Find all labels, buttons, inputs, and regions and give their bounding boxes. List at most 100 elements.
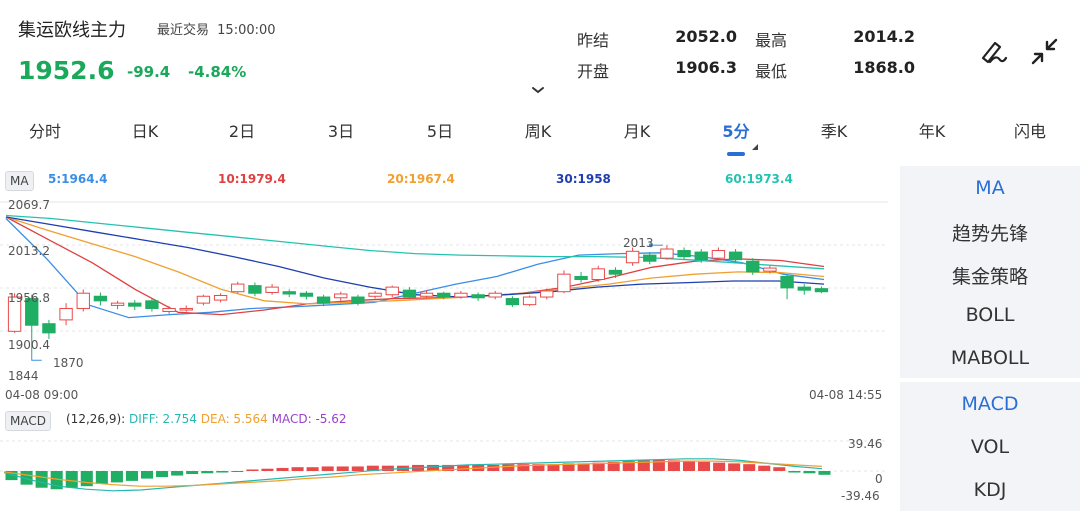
last-trade-label: 最近交易 15:00:00 xyxy=(157,19,276,38)
candle-down xyxy=(694,251,708,261)
candle-up xyxy=(110,302,125,306)
chevron-down-icon[interactable] xyxy=(531,85,545,95)
indicator-macd[interactable]: MACD xyxy=(961,393,1019,415)
low-annotation: 1870 xyxy=(53,356,84,370)
dea-line xyxy=(3,460,823,487)
quote-value-prev-settle: 2052.0 xyxy=(675,27,737,46)
candle-down xyxy=(282,291,296,295)
collapse-icon[interactable] xyxy=(1030,37,1060,67)
ma60-legend: 60:1973.4 xyxy=(725,172,793,186)
quote-label-open: 开盘 xyxy=(577,62,610,81)
macd-bar-positive xyxy=(351,466,364,471)
macd-bar-negative xyxy=(803,471,816,474)
tab-day-k[interactable]: 日K xyxy=(131,122,159,141)
macd-bar-negative xyxy=(110,471,123,483)
high-marker-dot xyxy=(648,243,653,248)
candle-up xyxy=(59,307,73,321)
recent-label: 最近交易 xyxy=(157,23,210,38)
ma20-legend: 20:1967.4 xyxy=(387,172,455,186)
indicator-vol[interactable]: VOL xyxy=(970,436,1010,458)
macd-y-top: 39.46 xyxy=(848,437,883,451)
indicator-trend-pioneer[interactable]: 趋势先锋 xyxy=(951,223,1028,245)
candle-up xyxy=(625,250,640,264)
macd-dea: DEA: 5.564 xyxy=(200,412,268,426)
candle-down xyxy=(780,275,794,289)
macd-bar-negative xyxy=(95,471,108,484)
candle-up xyxy=(591,268,605,281)
ma60-line xyxy=(5,214,825,270)
ma10-line xyxy=(5,216,825,316)
candle-down xyxy=(437,292,451,298)
candle-up xyxy=(231,283,245,293)
candle-down xyxy=(574,275,588,281)
macd-bar-negative xyxy=(171,471,184,476)
candle-down xyxy=(608,269,623,275)
macd-bar-positive xyxy=(577,463,590,471)
tab-3day[interactable]: 3日 xyxy=(327,122,355,141)
candle-up xyxy=(711,250,726,259)
ma-indicator-tag[interactable]: MA xyxy=(5,171,34,191)
macd-bar-negative xyxy=(201,471,214,474)
tab-intraday[interactable]: 分时 xyxy=(28,122,62,141)
candle-up xyxy=(522,296,537,306)
macd-bar-positive xyxy=(547,464,560,471)
indicator-kdj[interactable]: KDJ xyxy=(973,479,1007,501)
candle-up xyxy=(488,292,502,298)
macd-bar-negative xyxy=(140,471,154,479)
macd-bar-positive xyxy=(607,461,620,471)
macd-bar-positive xyxy=(517,464,530,471)
candlestick-chart[interactable] xyxy=(0,190,890,390)
candle-down xyxy=(677,250,691,258)
candle-down xyxy=(93,295,108,302)
macd-bar-positive xyxy=(291,467,304,471)
low-marker xyxy=(31,354,42,361)
indicator-boll[interactable]: BOLL xyxy=(965,304,1015,326)
tab-5min[interactable]: 5分 xyxy=(722,122,750,141)
candle-down xyxy=(643,254,657,262)
candle-down xyxy=(25,298,39,326)
candle-up xyxy=(368,292,382,297)
draw-pen-icon[interactable] xyxy=(978,36,1008,66)
macd-bar-negative xyxy=(35,471,48,488)
tab-quarter-k[interactable]: 季K xyxy=(820,122,848,141)
macd-bar-positive xyxy=(728,463,741,471)
macd-bar-negative xyxy=(231,471,244,472)
candle-up xyxy=(419,292,434,297)
macd-indicator-tag[interactable]: MACD xyxy=(5,411,51,431)
macd-bar-positive xyxy=(246,469,259,471)
indicator-maboll[interactable]: MABOLL xyxy=(950,347,1030,369)
high-annotation: 2013 xyxy=(623,236,654,250)
macd-y-zero: 0 xyxy=(875,472,883,486)
macd-bar-positive xyxy=(758,465,771,471)
y-label-5: 1844 xyxy=(8,369,39,383)
macd-chart[interactable] xyxy=(0,432,890,508)
tab-5day[interactable]: 5日 xyxy=(426,122,454,141)
macd-bar-positive xyxy=(502,464,515,471)
macd-bar-positive xyxy=(773,467,786,471)
candle-up xyxy=(334,293,348,299)
indicator-ma[interactable]: MA xyxy=(975,177,1005,199)
quote-label-prev-settle: 昨结 xyxy=(577,31,610,50)
candle-up xyxy=(196,295,211,304)
tab-2day[interactable]: 2日 xyxy=(228,122,256,141)
tab-year-k[interactable]: 年K xyxy=(918,122,946,141)
candle-up xyxy=(454,292,468,298)
macd-bar-negative xyxy=(186,471,199,475)
macd-bar-positive xyxy=(682,461,696,471)
macd-legend: (12,26,9): DIFF: 2.754 DEA: 5.564 MACD: … xyxy=(66,412,347,426)
macd-diff: DIFF: 2.754 xyxy=(129,412,197,426)
candle-down xyxy=(505,298,520,306)
indicator-gold-strategy[interactable]: 集金策略 xyxy=(951,266,1028,288)
tab-month-k[interactable]: 月K xyxy=(623,122,651,141)
candle-down xyxy=(299,292,314,297)
price-change-pct: -4.84% xyxy=(188,63,247,81)
quote-value-open: 1906.3 xyxy=(675,58,737,77)
macd-bar-negative xyxy=(65,471,78,488)
tab-flash[interactable]: 闪电 xyxy=(1013,122,1047,141)
tab-week-k[interactable]: 周K xyxy=(524,122,552,141)
quote-value-high: 2014.2 xyxy=(853,27,915,46)
macd-bar-positive xyxy=(637,460,650,471)
candle-down xyxy=(471,294,485,299)
macd-bar-positive xyxy=(306,467,319,471)
macd-bar-positive xyxy=(532,464,545,471)
